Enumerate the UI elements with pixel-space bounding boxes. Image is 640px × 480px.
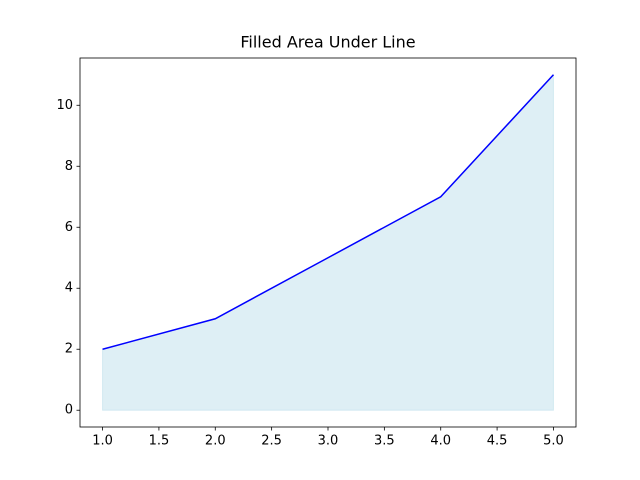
y-tick-label: 8 bbox=[65, 159, 73, 174]
x-tick-label: 2.5 bbox=[261, 434, 282, 449]
y-tick-label: 2 bbox=[65, 342, 73, 357]
y-tick-label: 10 bbox=[56, 98, 73, 113]
y-tick-label: 0 bbox=[65, 403, 73, 418]
line bbox=[102, 74, 555, 350]
chart-title: Filled Area Under Line bbox=[240, 33, 415, 52]
x-tick-label: 1.5 bbox=[149, 434, 170, 449]
x-tick-label: 3.5 bbox=[374, 434, 395, 449]
x-tick-label: 5.0 bbox=[543, 434, 564, 449]
x-tick-label: 1.0 bbox=[92, 434, 113, 449]
y-tick-label: 4 bbox=[65, 281, 73, 296]
x-tick-label: 4.0 bbox=[430, 434, 451, 449]
y-tick-label: 6 bbox=[65, 220, 73, 235]
area-fill bbox=[102, 73, 554, 411]
x-tick-label: 4.5 bbox=[487, 434, 508, 449]
x-tick-label: 3.0 bbox=[318, 434, 339, 449]
x-tick-label: 2.0 bbox=[205, 434, 226, 449]
